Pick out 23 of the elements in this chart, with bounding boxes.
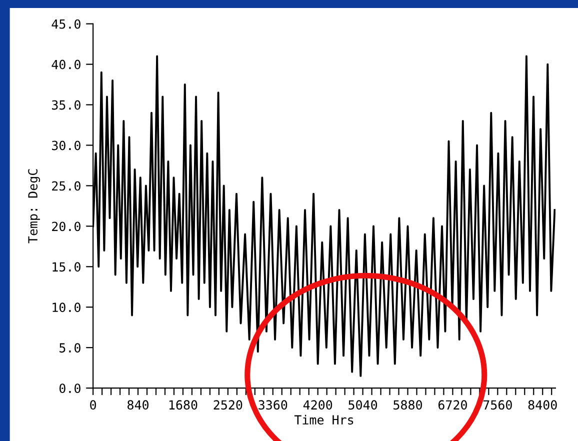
y-tick-label: 45.0 <box>52 19 80 29</box>
y-tick-label: 30.0 <box>52 140 80 150</box>
x-tick-label: 0 <box>90 400 96 410</box>
x-tick-label: 3360 <box>258 400 288 410</box>
y-tick-label: 0.0 <box>59 384 80 394</box>
y-tick-label: 15.0 <box>52 262 80 272</box>
y-tick-label: 40.0 <box>52 60 80 70</box>
y-axis-title: Temp: DegC <box>28 169 40 244</box>
y-tick-label: 5.0 <box>60 343 80 353</box>
x-tick-label: 1680 <box>169 400 198 410</box>
y-tick-label: 25.0 <box>52 181 80 191</box>
y-tick-label: 35.0 <box>52 100 80 110</box>
x-tick-label: 5880 <box>394 400 422 410</box>
x-tick-label: 2520 <box>214 400 242 410</box>
x-tick-label: 7560 <box>483 400 512 410</box>
x-tick-label: 6720 <box>438 400 467 410</box>
x-axis-title: Time Hrs <box>294 414 354 425</box>
x-tick-label: 840 <box>128 400 148 410</box>
x-tick-label: 8400 <box>528 400 557 410</box>
y-tick-label: 20.0 <box>52 222 80 232</box>
x-tick-label: 5040 <box>348 400 378 410</box>
x-tick-label: 4200 <box>303 400 332 410</box>
y-tick-label: 10.0 <box>52 302 80 312</box>
